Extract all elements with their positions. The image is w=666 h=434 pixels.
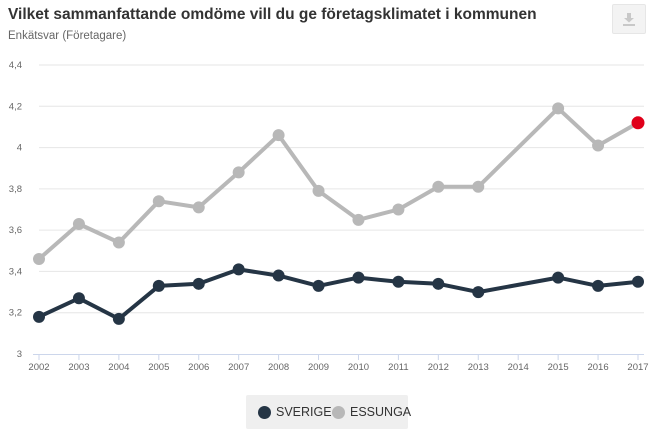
data-point-sverige [312,279,325,292]
data-point-sverige [152,279,165,292]
data-point-essunga [192,201,205,214]
legend-label-essunga: ESSUNGA [350,405,412,419]
data-point-sverige [192,277,205,290]
x-tick-label: 2012 [428,362,449,373]
x-tick-label: 2005 [148,362,169,373]
y-tick-label: 3 [17,349,22,360]
series-line-essunga [37,106,640,261]
data-point-sverige [592,279,605,292]
x-tick-label: 2007 [228,362,249,373]
y-tick-label: 4,2 [9,101,22,112]
data-point-sverige [432,277,445,290]
x-tick-label: 2006 [188,362,209,373]
x-tick-label: 2004 [108,362,129,373]
export-button[interactable] [612,4,646,34]
data-point-essunga [472,180,485,193]
x-tick-label: 2003 [68,362,89,373]
data-point-essunga [112,236,125,249]
y-tick-label: 3,2 [9,308,22,319]
x-tick-label: 2008 [268,362,289,373]
x-tick-label: 2017 [627,362,648,373]
data-point-essunga [232,166,245,179]
data-point-sverige [632,275,644,288]
download-icon [623,13,635,26]
data-point-essunga [312,184,325,197]
x-tick-label: 2013 [468,362,489,373]
legend: SVERIGE ESSUNGA [246,395,411,429]
data-point-essunga [592,139,605,152]
line-chart: 3 3,2 3,4 3,6 3,8 4 4,2 4,4 2002 2003 2004 2005 2006… [9,60,649,373]
data-point-essunga [392,203,405,216]
x-tick-label: 2002 [28,362,49,373]
legend-item-sverige[interactable]: SVERIGE [258,395,332,429]
legend-item-essunga[interactable]: ESSUNGA [332,395,411,429]
data-point-sverige [472,286,485,299]
data-point-essunga [352,213,365,226]
data-point-essunga [272,129,285,142]
data-point-sverige [232,263,245,276]
chart-title: Vilket sammanfattande omdöme vill du ge … [8,6,537,23]
data-point-sverige [352,271,365,284]
legend-marker-sverige [258,405,271,419]
data-point-essunga [72,217,85,230]
data-point-essunga [33,253,45,266]
data-point-sverige [72,292,85,305]
data-point-essunga [552,102,565,115]
y-tick-label: 3,6 [9,225,22,236]
legend-marker-essunga [332,405,345,419]
chart-subtitle: Enkätsvar (Företagare) [8,30,127,42]
data-point-essunga [631,116,645,130]
series-line-sverige [37,267,640,321]
data-point-sverige [552,271,565,284]
y-tick-label: 4,4 [9,60,22,71]
data-point-sverige [112,312,125,325]
data-point-sverige [392,275,405,288]
x-tick-label: 2011 [388,362,408,373]
y-tick-label: 4 [17,143,22,154]
y-tick-label: 3,8 [9,184,22,195]
data-point-sverige [272,269,285,282]
x-tick-label: 2016 [587,362,608,373]
x-tick-label: 2014 [508,362,529,373]
y-tick-label: 3,4 [9,266,22,277]
data-point-essunga [152,195,165,208]
data-point-sverige [33,310,45,323]
x-tick-label: 2015 [548,362,569,373]
x-tick-label: 2009 [308,362,329,373]
x-tick-label: 2010 [348,362,369,373]
data-point-essunga [432,180,445,193]
legend-label-sverige: SVERIGE [276,405,332,419]
